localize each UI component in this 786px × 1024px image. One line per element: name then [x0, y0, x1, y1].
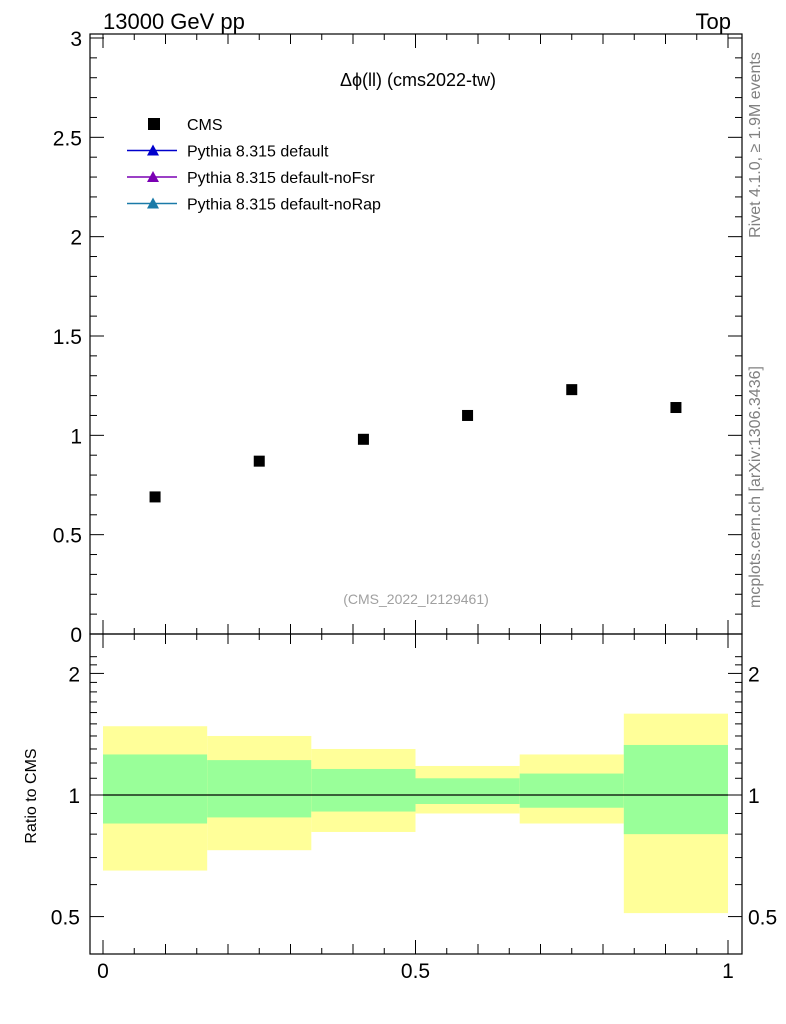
ratio-uncertainty-bands [103, 713, 728, 914]
ratio-inner-band [311, 768, 416, 812]
ratio-y-axis-label: Ratio to CMS [23, 748, 40, 843]
main-y-tick-labels: 0 0.5 1 1.5 2 2.5 3 [53, 28, 82, 647]
cms-data-point [462, 409, 474, 421]
ratio-inner-band [207, 760, 312, 818]
cms-data-point [253, 455, 265, 467]
ratio-y-tick-label-right: 2 [748, 663, 760, 686]
ratio-y-tick-label: 0.5 [51, 907, 80, 930]
main-plot: Δϕ(ll) (cms2022-tw) (CMS_2022_I2129461) … [53, 28, 743, 647]
cms-data-point [357, 433, 369, 445]
ratio-plot: 0.5 0.51 12 2 0 0.5 1 Ratio to CMS [23, 633, 777, 983]
legend-label: Pythia 8.315 default-noFsr [187, 170, 375, 187]
ratio-axis-ticks [90, 634, 742, 954]
rivet-label: Rivet 4.1.0, ≥ 1.9M events [747, 52, 764, 238]
cms-data-point [149, 491, 161, 503]
main-y-tick-label: 0.5 [53, 525, 82, 548]
analysis-watermark: (CMS_2022_I2129461) [343, 591, 489, 607]
header-energy: 13000 GeV pp [103, 9, 245, 34]
main-y-tick-label: 1 [70, 425, 82, 448]
ratio-y-tick-label-right: 0.5 [748, 907, 777, 930]
main-y-tick-label: 0 [70, 624, 82, 647]
main-y-tick-label: 3 [70, 28, 82, 51]
ratio-y-tick-label: 2 [68, 663, 80, 686]
x-tick-label: 0.5 [401, 960, 430, 983]
cms-data-point [566, 384, 578, 396]
main-y-tick-label: 1.5 [53, 326, 82, 349]
x-tick-label: 0 [97, 960, 109, 983]
mcplots-label: mcplots.cern.ch [arXiv:1306.3436] [747, 366, 764, 608]
legend-label: CMS [187, 117, 223, 134]
ratio-inner-band [103, 754, 208, 824]
legend: CMS Pythia 8.315 default Pythia 8.315 defa… [127, 117, 381, 214]
ratio-inner-band [519, 773, 624, 808]
main-axis-ticks [90, 34, 742, 635]
ratio-y-tick-label-right: 1 [748, 785, 760, 808]
ratio-plot-frame [89, 633, 743, 955]
ratio-y-tick-label: 1 [68, 785, 80, 808]
legend-label: Pythia 8.315 default-noRap [187, 197, 381, 214]
legend-marker-triangle [147, 144, 159, 156]
legend-label: Pythia 8.315 default [187, 144, 329, 161]
x-tick-label: 1 [722, 960, 734, 983]
ratio-y-tick-labels: 0.5 0.5 1 1 2 2 [51, 663, 777, 929]
legend-marker-cms [148, 118, 160, 130]
main-y-tick-label: 2 [70, 227, 82, 250]
x-tick-labels: 0 0.5 1 [97, 960, 734, 983]
header-process: Top [696, 9, 731, 34]
ratio-inner-band [623, 744, 728, 835]
plot-title: Δϕ(ll) (cms2022-tw) [340, 70, 496, 90]
cms-data-points [149, 384, 682, 503]
cms-data-point [670, 402, 682, 414]
main-y-tick-label: 2.5 [53, 127, 82, 150]
legend-marker-triangle [147, 171, 159, 182]
legend-marker-triangle [147, 197, 159, 209]
ratio-inner-band [415, 778, 520, 804]
